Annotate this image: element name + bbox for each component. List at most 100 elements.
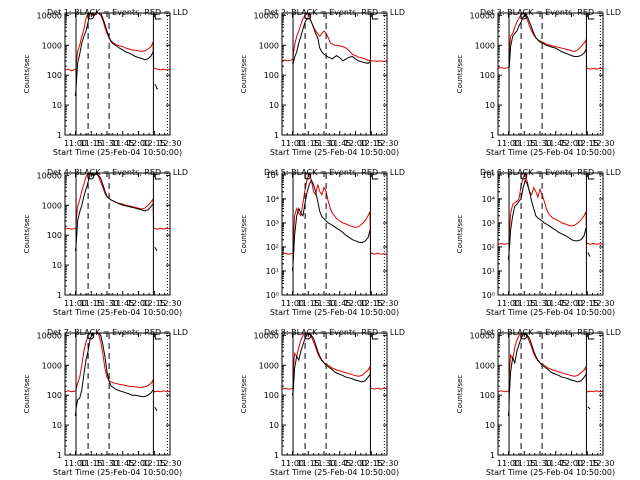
y-tick-label: 10¹: [266, 267, 279, 276]
events-line-segment-1: [508, 14, 587, 68]
end-marker-bracket: [587, 14, 595, 20]
events-line-segment-1: [74, 333, 154, 417]
y-axis-title: Counts/sec: [240, 55, 248, 94]
x-tick-label: 11:15: [513, 299, 536, 308]
events-line-segment-1: [74, 13, 154, 97]
panel-title: Det 5: BLACK = Events, RED = LLD: [264, 168, 405, 177]
y-tick-label: 1: [274, 451, 279, 460]
plot-frame: [64, 12, 171, 136]
y-tick-label: 10⁵: [482, 171, 495, 180]
plot-area: [498, 173, 603, 260]
x-tick-label: 12:00: [344, 459, 367, 468]
x-tick-label: 12:15: [143, 139, 166, 148]
y-tick-label: 10: [52, 261, 62, 270]
x-tick-label: 12:00: [344, 299, 367, 308]
x-tick-label: 11:00: [64, 139, 87, 148]
y-tick-label: 100: [480, 71, 495, 80]
x-tick-label: 11:30: [95, 299, 118, 308]
x-tick-label: 11:30: [528, 459, 551, 468]
panel-title: Det 1: BLACK = Events, RED = LLD: [47, 8, 188, 17]
lld-line-segment-1: [282, 333, 387, 390]
y-axis-title: Counts/sec: [456, 215, 464, 254]
lld-line-segment-1: [282, 173, 387, 255]
x-axis-title: Start Time (25-Feb-04 10:50:00): [53, 468, 182, 477]
plot-area: [65, 173, 170, 252]
y-tick-label: 10²: [482, 243, 495, 252]
panel-title: Det 7: BLACK = Events, RED = LLD: [47, 328, 188, 337]
x-tick-label: 11:00: [497, 299, 520, 308]
lld-line-segment-1: [65, 13, 170, 72]
x-tick-label: 11:45: [544, 459, 567, 468]
y-tick-label: 1: [57, 291, 62, 300]
x-tick-label: 12:00: [560, 459, 583, 468]
events-line-segment-2: [587, 406, 591, 410]
x-tick-label: 11:45: [544, 299, 567, 308]
x-tick-label: 12:15: [143, 299, 166, 308]
x-tick-label: 12:00: [127, 459, 150, 468]
x-axis-title: Start Time (25-Feb-04 10:50:00): [270, 468, 399, 477]
y-tick-label: 10000: [37, 11, 62, 20]
events-line-segment-2: [154, 83, 158, 90]
y-axis-title: Counts/sec: [456, 55, 464, 94]
y-tick-label: 100: [480, 391, 495, 400]
x-tick-label: 11:30: [528, 139, 551, 148]
x-tick-label: 12:15: [143, 459, 166, 468]
x-tick-label: 12:00: [560, 139, 583, 148]
x-tick-label: 12:30: [158, 459, 181, 468]
x-tick-label: 12:30: [158, 299, 181, 308]
plot-area: [65, 333, 170, 417]
x-tick-label: 11:45: [328, 139, 351, 148]
lld-line-segment-1: [65, 173, 170, 230]
x-tick-label: 12:15: [576, 459, 599, 468]
x-tick-label: 12:00: [560, 299, 583, 308]
x-tick-label: 11:00: [281, 139, 304, 148]
x-tick-label: 11:45: [111, 139, 134, 148]
x-tick-label: 11:00: [281, 299, 304, 308]
y-tick-label: 10: [269, 421, 279, 430]
y-tick-label: 100: [47, 71, 62, 80]
y-tick-label: 100: [47, 391, 62, 400]
x-tick-label: 11:30: [95, 139, 118, 148]
events-line-segment-2: [154, 406, 158, 412]
x-tick-label: 11:15: [297, 299, 320, 308]
plot-area: [498, 13, 603, 70]
y-tick-label: 100: [264, 391, 279, 400]
y-axis-title: Counts/sec: [240, 375, 248, 414]
x-tick-label: 11:30: [312, 299, 335, 308]
x-tick-label: 11:15: [80, 299, 103, 308]
x-axis-title: Start Time (25-Feb-04 10:50:00): [270, 148, 399, 157]
y-tick-label: 1000: [475, 361, 495, 370]
y-tick-label: 10000: [37, 331, 62, 340]
lld-line-segment-1: [498, 173, 603, 245]
y-axis-title: Counts/sec: [240, 215, 248, 254]
x-tick-label: 12:15: [360, 139, 383, 148]
events-line-segment-1: [291, 179, 371, 272]
detector-panel-2: 1 10 100 1000 10000 11:0011:1511:3011:4512:00…: [240, 8, 405, 157]
x-tick-label: 11:15: [80, 139, 103, 148]
x-tick-label: 11:15: [513, 459, 536, 468]
x-tick-label: 12:30: [158, 139, 181, 148]
y-tick-label: 10²: [266, 243, 279, 252]
y-tick-label: 10: [269, 101, 279, 110]
x-tick-label: 11:45: [328, 459, 351, 468]
end-marker-bracket: [154, 334, 162, 340]
events-line-segment-1: [74, 173, 154, 251]
x-tick-label: 11:30: [312, 139, 335, 148]
x-tick-label: 12:30: [375, 299, 398, 308]
plot-frame: [497, 172, 604, 296]
events-line-segment-2: [154, 246, 158, 252]
x-tick-label: 12:15: [576, 139, 599, 148]
events-line-segment-1: [292, 17, 371, 64]
lld-line-segment-1: [498, 13, 603, 70]
x-tick-label: 12:00: [127, 299, 150, 308]
x-tick-label: 12:00: [344, 139, 367, 148]
detector-panel-9: 1 10 100 1000 10000 11:0011:1511:3011:4512:00…: [456, 328, 621, 477]
x-tick-label: 11:00: [281, 459, 304, 468]
x-tick-label: 12:30: [375, 459, 398, 468]
x-tick-label: 12:00: [127, 139, 150, 148]
panel-title: Det 9: BLACK = Events, RED = LLD: [480, 328, 621, 337]
plot-area: [282, 333, 387, 396]
x-axis-title: Start Time (25-Feb-04 10:50:00): [486, 148, 615, 157]
x-tick-label: 11:30: [95, 459, 118, 468]
